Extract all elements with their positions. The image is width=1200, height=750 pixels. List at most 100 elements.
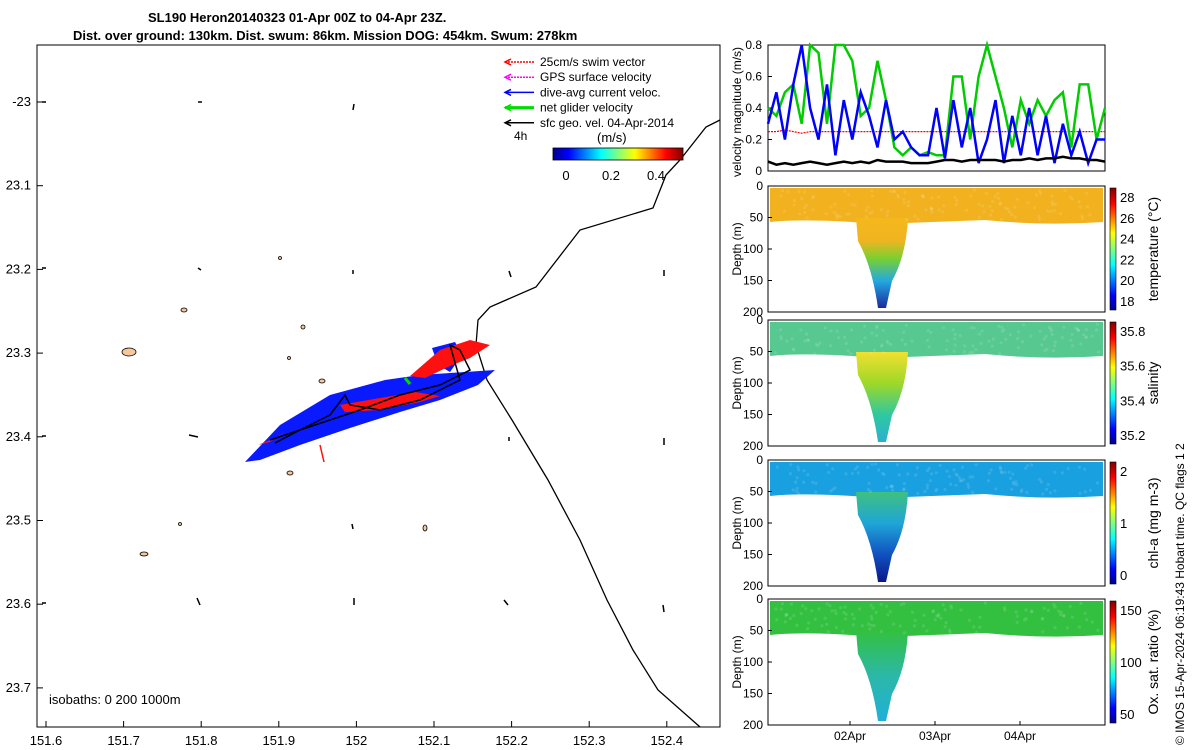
section-sample-dot <box>1068 195 1072 199</box>
velocity-panel: 0 0.2 0.4 0.6 0.8 velocity magnitude (m/s) <box>730 38 1107 178</box>
section-sample-dot <box>856 471 860 475</box>
section-sample-dot <box>902 602 906 606</box>
section-sample-dot <box>906 472 910 476</box>
section-sample-dot <box>805 332 809 336</box>
section-sample-dot <box>1063 188 1067 192</box>
section-sample-dot <box>1050 200 1054 204</box>
section-sample-dot <box>850 202 854 206</box>
section-sample-dot <box>954 483 958 487</box>
section-sample-dot <box>835 216 839 220</box>
section-sample-dot <box>930 207 934 211</box>
section-sample-dot <box>960 465 965 469</box>
geo-arrow <box>188 434 199 438</box>
section-sample-dot <box>885 486 889 490</box>
section-sample-dot <box>934 471 938 475</box>
section-sample-dot <box>795 623 799 627</box>
section-sample-dot <box>826 630 830 634</box>
section-sample-dot <box>871 194 875 198</box>
section-sample-dot <box>1016 330 1021 334</box>
section-sample-dot <box>804 607 808 611</box>
section-sample-dot <box>880 343 884 347</box>
section-sample-dot <box>958 479 962 483</box>
section-sample-dot <box>902 482 907 486</box>
section-sample-dot <box>795 486 799 490</box>
vel-scale-label: 4h <box>514 129 527 143</box>
section-colorbar <box>1109 461 1117 585</box>
section-sample-dot <box>929 330 933 334</box>
section-sample-dot <box>885 604 889 608</box>
section-sample-dot <box>843 617 848 621</box>
section-sample-dot <box>927 345 931 349</box>
section-sample-dot <box>982 210 986 214</box>
section-colorbar-label: chl-a (mg m-3) <box>1145 477 1161 568</box>
section-sample-dot <box>1084 336 1088 340</box>
section-sample-dot <box>868 627 872 631</box>
section-sample-dot <box>896 193 900 197</box>
section-sample-dot <box>780 189 785 193</box>
section-sample-dot <box>904 323 908 327</box>
section-sample-dot <box>886 613 890 617</box>
geo-arrow <box>662 604 665 613</box>
section-sample-dot <box>889 189 893 193</box>
section-sample-dot <box>943 608 947 612</box>
section-sample-dot <box>1023 618 1027 622</box>
section-sample-dot <box>949 482 953 486</box>
section-sample-dot <box>1069 338 1073 342</box>
section-sample-dot <box>1077 625 1081 629</box>
section-sample-dot <box>1041 630 1045 634</box>
section-sample-dot <box>997 324 1001 328</box>
section-sample-dot <box>1083 611 1087 615</box>
velocity-series <box>766 40 1107 168</box>
map-x-tick-label: 151.7 <box>107 733 140 748</box>
section-sample-dot <box>830 609 834 613</box>
section-sample-dot <box>802 480 806 484</box>
reef-islands <box>121 256 428 557</box>
velocity-y-tick-label: 0.2 <box>745 133 762 147</box>
vel-colorbar <box>552 147 684 161</box>
section-sample-dot <box>977 332 981 336</box>
section-dive-profile <box>856 631 908 721</box>
section-sample-dot <box>990 209 994 213</box>
section-sample-dot <box>932 609 936 613</box>
velocity-y-tick-label: 0 <box>755 164 762 178</box>
section-sample-dot <box>1008 476 1013 480</box>
section-sample-dot <box>983 601 988 605</box>
section-sample-dot <box>838 215 842 219</box>
section-sample-dot <box>930 207 934 211</box>
vel-colorbar-tick-label: 0.4 <box>647 168 665 183</box>
section-sample-dot <box>874 610 878 615</box>
section-sample-dot <box>824 212 828 216</box>
section-sample-dot <box>998 202 1002 206</box>
section-sample-dot <box>1053 605 1057 609</box>
section-sample-dot <box>877 468 881 472</box>
section-sample-dot <box>978 615 982 620</box>
section-sample-dot <box>850 471 855 476</box>
island-shape <box>287 356 291 360</box>
section-sample-dot <box>792 203 796 207</box>
section-sample-dot <box>944 348 949 352</box>
section-sample-dot <box>879 629 884 634</box>
section-sample-dot <box>925 629 929 633</box>
section-dive-profile <box>856 492 908 582</box>
section-sample-dot <box>1057 609 1061 613</box>
section-sample-dot <box>999 469 1003 474</box>
section-colorbar-label: temperature (°C) <box>1145 197 1161 301</box>
section-sample-dot <box>780 602 785 606</box>
isobath-line <box>475 119 721 728</box>
section-sample-dot <box>1077 200 1081 204</box>
section-sample-dot <box>941 210 945 214</box>
section-sample-dot <box>902 197 906 202</box>
section-sample-dot <box>789 463 793 467</box>
section-sample-dot <box>814 481 818 485</box>
section-sample-dot <box>774 607 778 611</box>
legend-arrowhead <box>503 73 512 81</box>
section-colorbar-tick-label: 35.4 <box>1120 393 1145 408</box>
section-sample-dot <box>886 210 890 214</box>
section-sample-dot <box>899 603 904 607</box>
section-y-tick-label: 0 <box>756 592 763 606</box>
swim-vectors <box>410 340 490 378</box>
section-sample-dot <box>943 625 947 629</box>
map-x-tick-label: 151.8 <box>185 733 218 748</box>
section-sample-dot <box>1085 191 1089 195</box>
